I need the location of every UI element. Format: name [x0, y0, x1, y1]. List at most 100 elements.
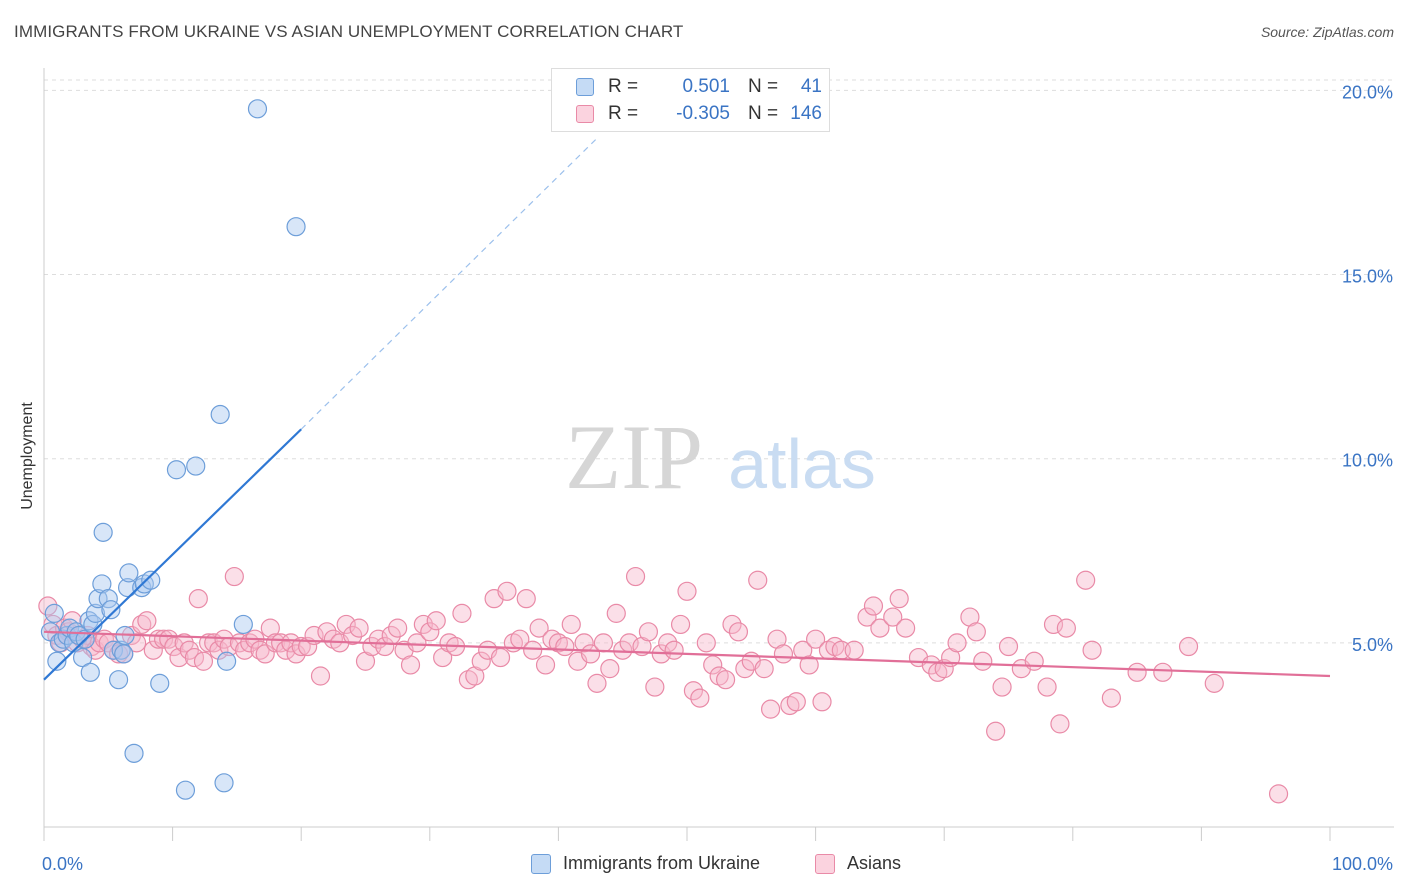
asians-point: [426, 611, 446, 631]
asians-point: [561, 614, 581, 635]
ukraine-point: [108, 670, 129, 690]
legend-item-ukraine[interactable]: Immigrants from Ukraine: [531, 853, 760, 874]
asians-point: [857, 607, 877, 627]
asians-point: [38, 596, 58, 616]
asians-point: [1076, 570, 1096, 590]
legend-item-asians[interactable]: Asians: [815, 853, 901, 874]
asians-point: [336, 614, 356, 635]
legend-swatch-asians: [815, 853, 835, 874]
asians-point: [169, 647, 189, 668]
ukraine-point: [247, 99, 268, 119]
asians-point: [1204, 673, 1224, 693]
asians-point: [188, 589, 208, 609]
asians-point: [805, 629, 826, 649]
asians-point: [523, 640, 543, 660]
ukraine-point: [286, 217, 306, 237]
asians-point: [471, 651, 491, 671]
ukraine-point: [134, 574, 154, 594]
asians-point: [992, 677, 1012, 697]
ukraine-point: [79, 611, 99, 631]
asians-point: [889, 589, 909, 609]
asians-point: [1056, 618, 1076, 638]
ukraine-point: [214, 773, 234, 793]
asians-point: [613, 640, 633, 660]
asians-point: [193, 651, 214, 671]
ukraine-point: [233, 614, 253, 635]
asians-point: [786, 692, 806, 712]
n-value: 41: [800, 76, 822, 97]
asians-point: [343, 625, 363, 646]
watermark-atlas: atlas: [728, 425, 876, 503]
tick-labels: 5.0% 10.0% 15.0% 20.0% 0.0% 100.0%: [42, 82, 1393, 874]
ukraine-point: [150, 673, 170, 693]
asians-point: [690, 688, 710, 708]
asians-point: [1082, 640, 1102, 660]
asians-point: [497, 581, 517, 601]
ukraine-point: [72, 647, 93, 668]
asians-point: [677, 581, 697, 601]
asians-point: [844, 640, 864, 660]
asians-point: [1024, 651, 1044, 671]
asians-point: [548, 633, 569, 653]
asians-point: [1101, 688, 1121, 708]
ukraine-point: [111, 640, 131, 660]
asians-point: [452, 603, 472, 623]
asians-point: [400, 655, 421, 675]
legend-swatch-ukraine: [531, 853, 551, 874]
asians-point: [748, 570, 768, 590]
asians-point: [1268, 784, 1289, 804]
asians-point: [224, 566, 244, 587]
ukraine-point: [85, 603, 106, 623]
ukraine-point: [47, 651, 67, 671]
asians-point: [1153, 662, 1173, 682]
y-tick-label: 5.0%: [1352, 635, 1393, 655]
asians-point: [388, 618, 408, 638]
asians-point: [709, 666, 729, 686]
asians-point: [664, 640, 684, 660]
asians-point: [574, 633, 594, 653]
asians-point: [728, 622, 749, 642]
legend-row-asians: R = -0.305 N = 146: [576, 102, 822, 126]
asians-point: [825, 636, 845, 657]
asians-point: [773, 644, 794, 664]
asians-point: [883, 607, 903, 627]
ukraine-point: [119, 563, 139, 583]
asians-point: [535, 655, 556, 675]
asians-point: [896, 618, 916, 638]
ukraine-point: [88, 589, 108, 609]
asians-point: [812, 692, 832, 712]
asians-point: [670, 614, 691, 635]
asians-point: [703, 655, 723, 675]
asians-point: [587, 673, 607, 693]
asians-point: [625, 566, 646, 587]
r-value: 0.501: [682, 76, 730, 97]
y-tick-label: 15.0%: [1342, 267, 1393, 287]
ukraine-point: [175, 780, 196, 800]
ukraine-point: [98, 589, 118, 609]
asians-point: [260, 618, 280, 638]
y-tick-label: 20.0%: [1342, 82, 1393, 102]
asians-point: [529, 618, 549, 638]
asians-trend-line: [43, 630, 1331, 678]
asians-point: [1037, 677, 1057, 697]
asians-point: [722, 614, 742, 635]
ukraine-point: [49, 633, 70, 653]
asians-point: [760, 699, 781, 719]
source-label: Source: ZipAtlas.com: [1260, 24, 1394, 40]
chart-title: IMMIGRANTS FROM UKRAINE VS ASIAN UNEMPLO…: [14, 22, 684, 41]
asians-point: [250, 640, 270, 660]
gridlines: [44, 79, 1394, 644]
ukraine-point: [80, 662, 100, 682]
asians-point: [458, 670, 478, 690]
watermark-zip: ZIP: [565, 406, 703, 508]
asians-point: [870, 618, 890, 638]
asians-point: [998, 636, 1019, 657]
asians-point: [516, 589, 536, 609]
asians-point: [555, 636, 575, 657]
asians-point: [407, 633, 427, 653]
ukraine-point: [93, 522, 113, 542]
n-label: N =: [748, 76, 779, 97]
asians-point: [934, 659, 954, 679]
r-value: -0.305: [676, 103, 730, 124]
series-legend: Immigrants from Ukraine Asians: [0, 853, 1406, 877]
